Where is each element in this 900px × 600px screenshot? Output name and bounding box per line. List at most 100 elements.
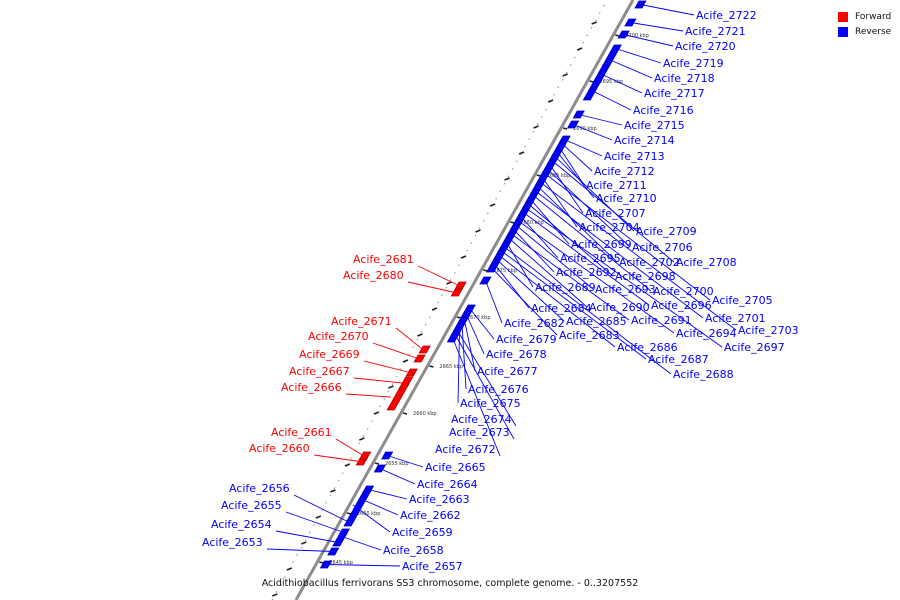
kbp-tick-label: 2670 kbp bbox=[467, 315, 491, 321]
gene-arrow[interactable] bbox=[463, 304, 476, 313]
gene-arrow[interactable] bbox=[418, 345, 431, 354]
gene-label[interactable]: Acife_2673 bbox=[449, 426, 510, 439]
gene-label[interactable]: Acife_2677 bbox=[477, 365, 538, 378]
gene-label[interactable]: Acife_2721 bbox=[685, 25, 746, 38]
gene-label[interactable]: Acife_2706 bbox=[632, 241, 693, 254]
gene-label[interactable]: Acife_2659 bbox=[392, 526, 453, 539]
kbp-tick-mark bbox=[319, 561, 324, 564]
gene-label[interactable]: Acife_2678 bbox=[486, 348, 547, 361]
gene-label[interactable]: Acife_2667 bbox=[289, 365, 350, 378]
gene-leader-line bbox=[554, 156, 635, 232]
gene-arrow[interactable] bbox=[558, 135, 571, 144]
gene-label[interactable]: Acife_2698 bbox=[615, 270, 676, 283]
gene-label[interactable]: Acife_2708 bbox=[676, 256, 737, 269]
gene-arrow[interactable] bbox=[413, 354, 426, 363]
gene-label[interactable]: Acife_2705 bbox=[712, 294, 773, 307]
gene-label[interactable]: Acife_2662 bbox=[400, 509, 461, 522]
gene-arrow[interactable] bbox=[617, 30, 630, 39]
gene-label[interactable]: Acife_2702 bbox=[619, 256, 680, 269]
gene-label[interactable]: Acife_2674 bbox=[451, 413, 512, 426]
gene-label[interactable]: Acife_2660 bbox=[249, 442, 310, 455]
gene-label[interactable]: Acife_2701 bbox=[705, 312, 766, 325]
kbp-tick-mark bbox=[510, 221, 515, 224]
gene-arrow[interactable] bbox=[572, 110, 585, 119]
gene-label[interactable]: Acife_2713 bbox=[604, 150, 665, 163]
gene-arrow[interactable] bbox=[398, 376, 414, 390]
gene-label[interactable]: Acife_2712 bbox=[594, 165, 655, 178]
gene-arrow[interactable] bbox=[359, 451, 372, 460]
gene-label[interactable]: Acife_2693 bbox=[595, 283, 656, 296]
gene-arrow[interactable] bbox=[319, 560, 333, 569]
gene-label[interactable]: Acife_2654 bbox=[211, 518, 272, 531]
gene-label[interactable]: Acife_2683 bbox=[559, 329, 620, 342]
gene-label[interactable]: Acife_2703 bbox=[738, 324, 799, 337]
reverse-gene-block: Acife_2672 bbox=[435, 334, 501, 457]
gene-label[interactable]: Acife_2718 bbox=[654, 72, 715, 85]
gene-label[interactable]: Acife_2680 bbox=[343, 269, 404, 282]
gene-label[interactable]: Acife_2657 bbox=[402, 560, 463, 573]
gene-arrow[interactable] bbox=[361, 485, 375, 494]
gene-label[interactable]: Acife_2661 bbox=[271, 426, 332, 439]
gene-arrow[interactable] bbox=[601, 51, 618, 67]
gene-label[interactable]: Acife_2655 bbox=[221, 499, 282, 512]
gene-label[interactable]: Acife_2653 bbox=[202, 536, 263, 549]
reverse-gene-block: Acife_2713 bbox=[558, 135, 665, 163]
gene-leader-line bbox=[341, 536, 382, 551]
gene-label[interactable]: Acife_2715 bbox=[624, 119, 685, 132]
gene-label[interactable]: Acife_2714 bbox=[614, 134, 675, 147]
gene-label[interactable]: Acife_2675 bbox=[460, 397, 521, 410]
gene-label[interactable]: Acife_2711 bbox=[586, 179, 647, 192]
gene-arrow[interactable] bbox=[566, 120, 580, 129]
scale-dash-mark bbox=[330, 489, 336, 493]
gene-label[interactable]: Acife_2694 bbox=[676, 327, 737, 340]
gene-label[interactable]: Acife_2666 bbox=[281, 381, 342, 394]
gene-label[interactable]: Acife_2720 bbox=[675, 40, 736, 53]
gene-leader-line bbox=[313, 454, 360, 462]
gene-label[interactable]: Acife_2681 bbox=[353, 253, 414, 266]
forward-gene-block: Acife_2667 bbox=[289, 365, 414, 390]
gene-label[interactable]: Acife_2716 bbox=[633, 104, 694, 117]
gene-label[interactable]: Acife_2692 bbox=[556, 266, 617, 279]
gene-label[interactable]: Acife_2671 bbox=[331, 315, 392, 328]
gene-label[interactable]: Acife_2679 bbox=[496, 333, 557, 346]
gene-arrow[interactable] bbox=[335, 532, 348, 541]
gene-label[interactable]: Acife_2722 bbox=[696, 9, 757, 22]
gene-label[interactable]: Acife_2658 bbox=[383, 544, 444, 557]
gene-arrow[interactable] bbox=[405, 368, 418, 377]
gene-leader-line bbox=[285, 511, 345, 533]
gene-arrow[interactable] bbox=[624, 18, 637, 27]
gene-arrow[interactable] bbox=[373, 464, 387, 473]
gene-label[interactable]: Acife_2656 bbox=[229, 482, 290, 495]
gene-label[interactable]: Acife_2688 bbox=[673, 368, 734, 381]
gene-arrow[interactable] bbox=[454, 281, 467, 290]
gene-label[interactable]: Acife_2696 bbox=[651, 299, 712, 312]
gene-label[interactable]: Acife_2676 bbox=[468, 383, 529, 396]
gene-label[interactable]: Acife_2719 bbox=[663, 57, 724, 70]
gene-arrow[interactable] bbox=[356, 495, 369, 504]
gene-label[interactable]: Acife_2717 bbox=[644, 87, 705, 100]
reverse-gene-block: Acife_2700 bbox=[527, 191, 714, 298]
gene-label[interactable]: Acife_2665 bbox=[425, 461, 486, 474]
gene-label[interactable]: Acife_2670 bbox=[308, 330, 369, 343]
gene-label[interactable]: Acife_2687 bbox=[648, 353, 709, 366]
gene-arrow[interactable] bbox=[609, 44, 622, 53]
gene-leader-line bbox=[542, 177, 578, 228]
gene-label[interactable]: Acife_2697 bbox=[724, 341, 785, 354]
gene-label[interactable]: Acife_2690 bbox=[589, 301, 650, 314]
gene-label[interactable]: Acife_2672 bbox=[435, 443, 496, 456]
gene-label[interactable]: Acife_2691 bbox=[631, 314, 692, 327]
gene-leader-line bbox=[530, 199, 570, 245]
gene-label[interactable]: Acife_2710 bbox=[596, 192, 657, 205]
gene-arrow[interactable] bbox=[479, 276, 492, 285]
gene-label[interactable]: Acife_2663 bbox=[409, 493, 470, 506]
gene-label[interactable]: Acife_2682 bbox=[504, 317, 565, 330]
gene-arrow[interactable] bbox=[381, 451, 394, 460]
gene-arrow[interactable] bbox=[634, 0, 647, 9]
gene-label[interactable]: Acife_2700 bbox=[653, 285, 714, 298]
gene-label[interactable]: Acife_2669 bbox=[299, 348, 360, 361]
gene-label[interactable]: Acife_2695 bbox=[560, 252, 621, 265]
gene-label[interactable]: Acife_2709 bbox=[636, 225, 697, 238]
gene-label[interactable]: Acife_2699 bbox=[571, 238, 632, 251]
gene-leader-line bbox=[345, 393, 391, 398]
gene-label[interactable]: Acife_2664 bbox=[417, 478, 478, 491]
